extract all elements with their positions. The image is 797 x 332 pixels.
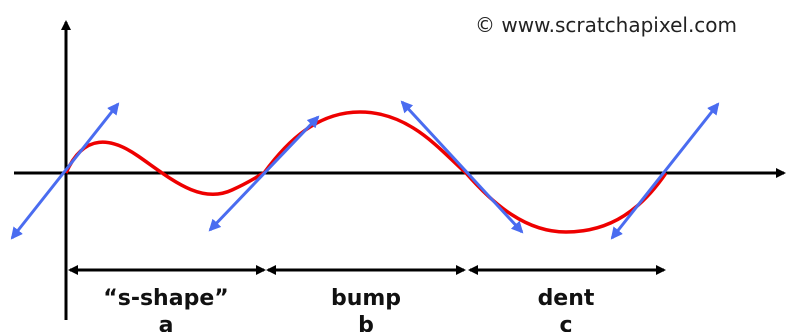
tangent-arrow-b-end bbox=[400, 100, 524, 234]
tangent-arrow-a-end bbox=[208, 115, 320, 232]
s-shape-curve bbox=[64, 140, 265, 197]
segment-letter-b: b bbox=[358, 313, 374, 332]
segment-label-s-shape: “s-shape” bbox=[103, 286, 228, 311]
segment-label-dent: dent bbox=[538, 286, 595, 311]
copyright-text: © www.scratchapixel.com bbox=[475, 13, 737, 37]
segment-label-bump: bump bbox=[331, 286, 401, 311]
tangent-arrow-c-end bbox=[610, 102, 720, 240]
tangent-arrow-a-start bbox=[10, 102, 120, 240]
segment-letter-a: a bbox=[159, 313, 174, 332]
segment-letter-c: c bbox=[559, 313, 572, 332]
